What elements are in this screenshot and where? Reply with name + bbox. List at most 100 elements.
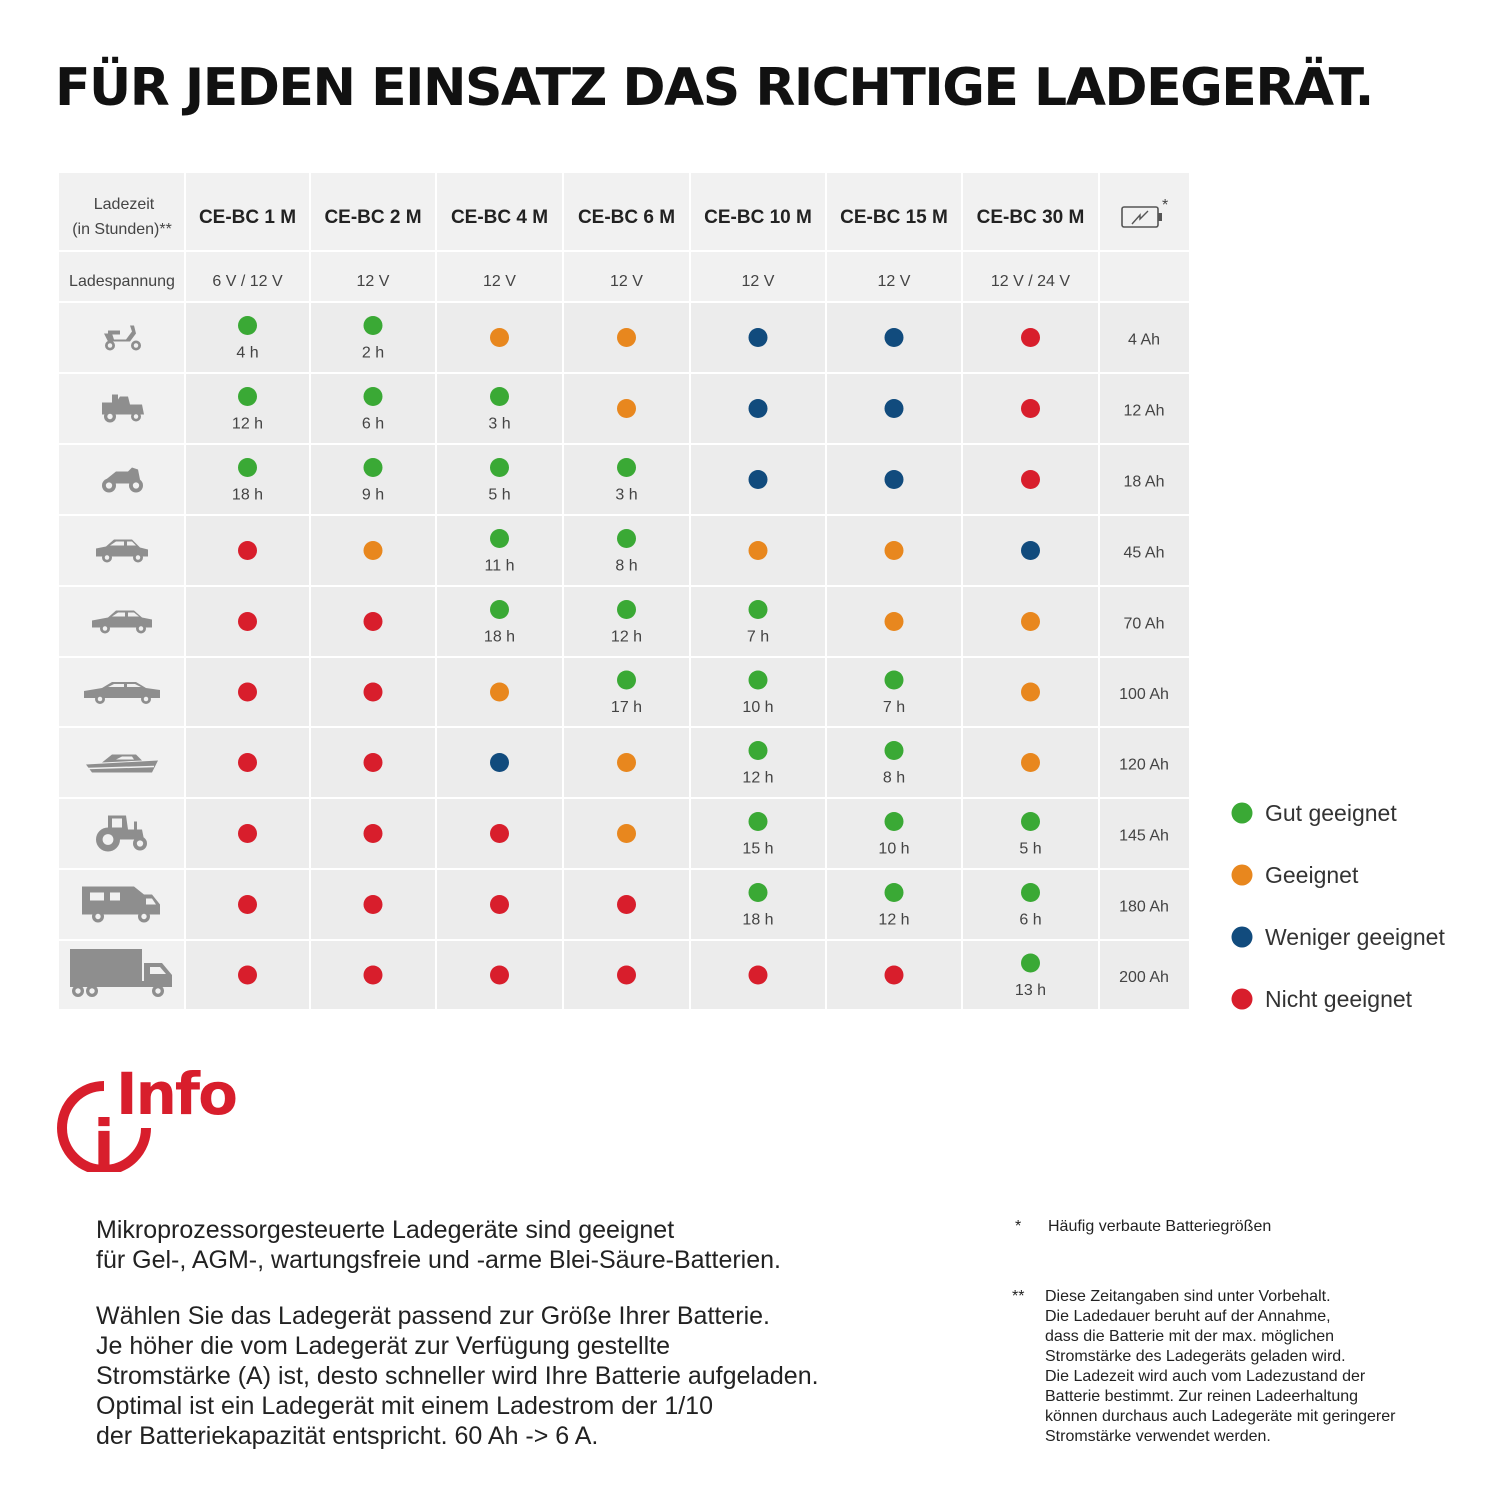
info-text-line: Wählen Sie das Ladegerät passend zur Grö… xyxy=(96,1302,770,1330)
charging-time: 3 h xyxy=(488,416,510,433)
battery-capacity: 4 Ah xyxy=(1128,332,1160,349)
footnote-line: Die Ladedauer beruht auf der Annahme, xyxy=(1045,1308,1331,1325)
rating-dot-less xyxy=(748,470,768,489)
battery-capacity: 12 Ah xyxy=(1124,403,1165,420)
rating-dot-good xyxy=(238,387,257,406)
rating-dot-good xyxy=(490,387,509,406)
rating-dot-good xyxy=(617,600,636,619)
large-car-icon xyxy=(84,682,160,704)
rating-dot-ok xyxy=(617,753,636,772)
charging-time: 8 h xyxy=(883,770,905,787)
legend-label-good: Gut geeignet xyxy=(1265,800,1397,826)
rating-dot-ok xyxy=(490,328,509,347)
rating-dot-less xyxy=(884,470,904,489)
charging-time: 18 h xyxy=(484,629,515,646)
charging-time: 2 h xyxy=(362,345,384,362)
charger-header: CE-BC 6 M xyxy=(578,207,675,228)
corner-label-line1: Ladezeit xyxy=(94,196,155,213)
charging-time: 10 h xyxy=(742,699,773,716)
charger-voltage: 12 V xyxy=(610,273,643,290)
legend-dot-less xyxy=(1231,926,1253,948)
charging-time: 6 h xyxy=(1019,912,1041,929)
charger-voltage: 12 V xyxy=(878,273,911,290)
legend-label-ok: Geeignet xyxy=(1265,862,1359,888)
rating-dot-not xyxy=(238,824,257,843)
footnote-line: Stromstärke des Ladegeräts geladen wird. xyxy=(1045,1348,1346,1365)
tractor-icon xyxy=(96,815,147,852)
charging-time: 9 h xyxy=(362,487,384,504)
rating-dot-not xyxy=(363,965,383,985)
charger-header: CE-BC 30 M xyxy=(977,207,1085,228)
rating-dot-good xyxy=(884,812,904,831)
charging-time: 17 h xyxy=(611,699,642,716)
rating-dot-not xyxy=(1021,328,1040,347)
rating-dot-not xyxy=(490,824,509,843)
rating-dot-less xyxy=(490,753,509,772)
footnote-line: Stromstärke verwendet werden. xyxy=(1045,1428,1271,1445)
footnote-marker-2: ** xyxy=(1012,1288,1025,1305)
rating-dot-good xyxy=(748,670,768,690)
charging-time: 12 h xyxy=(742,770,773,787)
rating-dot-not xyxy=(617,895,636,914)
info-text-line: Stromstärke (A) ist, desto schneller wir… xyxy=(96,1362,819,1390)
charging-time: 6 h xyxy=(362,416,384,433)
charger-voltage: 12 V xyxy=(357,273,390,290)
lawn-mower-icon xyxy=(102,394,144,423)
charger-voltage: 6 V / 12 V xyxy=(212,273,283,290)
rating-dot-ok xyxy=(617,399,636,418)
legend-dot-ok xyxy=(1231,864,1253,886)
footnote-line: dass die Batterie mit der max. möglichen xyxy=(1045,1328,1335,1345)
motorcycle-icon xyxy=(102,467,143,493)
charger-voltage: 12 V xyxy=(742,273,775,290)
info-text-line: Optimal ist ein Ladegerät mit einem Lade… xyxy=(96,1392,713,1420)
info-paragraph-2: Wählen Sie das Ladegerät passend zur Grö… xyxy=(96,1301,976,1451)
battery-column-mark: * xyxy=(1162,197,1168,214)
battery-capacity: 18 Ah xyxy=(1124,474,1165,491)
rating-dot-less xyxy=(884,328,904,347)
rating-dot-good xyxy=(748,883,768,902)
legend-label-not: Nicht geeignet xyxy=(1265,986,1413,1012)
info-logo: i Info xyxy=(57,1062,238,1172)
rating-dot-good xyxy=(617,529,636,548)
rating-dot-not xyxy=(238,753,257,772)
rating-dot-good xyxy=(490,458,509,477)
footnote-marker-1: * xyxy=(1015,1218,1022,1235)
rating-dot-not xyxy=(1021,470,1040,489)
info-paragraph-1: Mikroprozessorgesteuerte Ladegeräte sind… xyxy=(96,1215,956,1275)
charging-time: 5 h xyxy=(488,487,510,504)
rating-dot-not xyxy=(363,824,383,843)
table-grid: Ladezeit (in Stunden)** Ladespannung CE-BC … xyxy=(59,173,1189,1011)
rating-dot-not xyxy=(748,965,768,985)
footnote-text-2: Diese Zeitangaben sind unter Vorbehalt. D… xyxy=(1045,1287,1485,1447)
charging-time: 7 h xyxy=(883,699,905,716)
rating-dot-ok xyxy=(617,328,636,347)
legend-dot-good xyxy=(1231,802,1253,824)
rating-dot-not xyxy=(238,612,257,631)
rating-dot-less xyxy=(1021,541,1040,560)
charger-header: CE-BC 1 M xyxy=(199,207,296,228)
rating-dot-not xyxy=(363,612,383,631)
corner-label-line2: (in Stunden)** xyxy=(72,221,172,238)
charging-time: 18 h xyxy=(742,912,773,929)
rating-dot-not xyxy=(238,541,257,560)
info-ring-icon xyxy=(57,1081,151,1172)
page-title: FÜR JEDEN EINSATZ DAS RICHTIGE LADEGERÄT… xyxy=(55,58,1374,118)
charger-voltage: 12 V / 24 V xyxy=(991,273,1070,290)
rating-dot-good xyxy=(363,316,383,335)
battery-icon xyxy=(1121,206,1162,228)
rating-dot-good xyxy=(363,387,383,406)
rating-dot-ok xyxy=(748,541,768,560)
rating-dot-less xyxy=(884,399,904,418)
battery-capacity: 45 Ah xyxy=(1124,545,1165,562)
charging-time: 11 h xyxy=(485,558,515,575)
rating-dot-not xyxy=(1021,399,1040,418)
battery-capacity: 120 Ah xyxy=(1119,757,1169,774)
footnote-line: Diese Zeitangaben sind unter Vorbehalt. xyxy=(1045,1288,1331,1305)
charging-time: 7 h xyxy=(747,629,769,646)
battery-capacity: 180 Ah xyxy=(1119,899,1169,916)
battery-capacity: 70 Ah xyxy=(1124,616,1165,633)
battery-capacity: 145 Ah xyxy=(1119,828,1169,845)
truck-icon xyxy=(70,949,172,997)
boat-icon xyxy=(86,754,158,773)
rating-dot-not xyxy=(884,965,904,985)
